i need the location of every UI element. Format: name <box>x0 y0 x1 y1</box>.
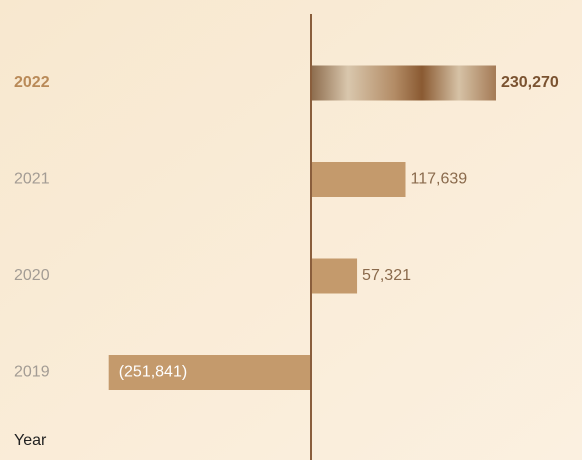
y-tick-label: 2021 <box>14 171 50 188</box>
y-tick-label: 2022 <box>14 74 50 91</box>
axis-label: Year <box>14 432 47 449</box>
y-tick-label: 2020 <box>14 267 50 284</box>
value-label: 117,639 <box>411 171 468 188</box>
bar <box>311 258 358 294</box>
value-label: 230,270 <box>501 74 559 91</box>
bar <box>311 162 406 197</box>
bar <box>311 65 496 101</box>
value-label: (251,841) <box>119 364 188 381</box>
bar <box>108 355 311 390</box>
value-label: 57,321 <box>362 267 411 284</box>
y-tick-label: 2019 <box>14 364 50 381</box>
